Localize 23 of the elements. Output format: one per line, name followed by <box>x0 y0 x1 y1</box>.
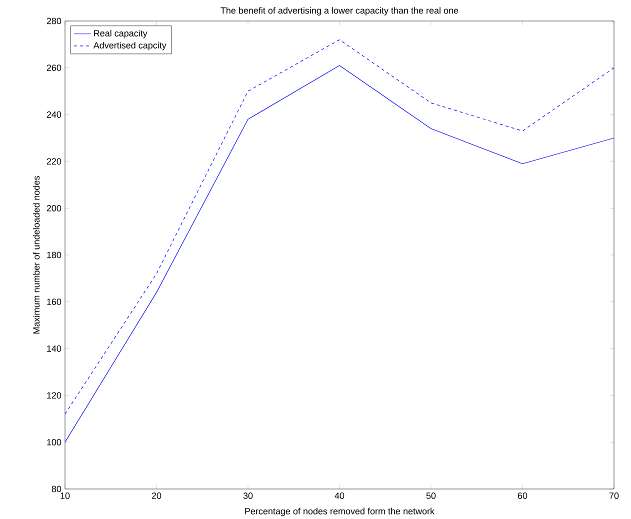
x-tick-label: 20 <box>152 492 162 499</box>
legend-label: Real capacity <box>94 30 148 38</box>
y-tick-label: 120 <box>47 392 62 398</box>
legend-label: Advertised capcity <box>93 42 166 50</box>
x-tick-label: 70 <box>609 492 619 499</box>
x-tick-label: 60 <box>518 492 528 499</box>
y-tick-label: 140 <box>47 345 62 352</box>
y-tick-label: 240 <box>46 111 62 118</box>
y-tick-label: 160 <box>47 298 62 305</box>
x-tick-label: 40 <box>334 492 344 499</box>
x-tick-label: 50 <box>426 492 436 499</box>
y-tick-label: 220 <box>46 158 62 164</box>
y-tick-label: 200 <box>46 204 62 212</box>
y-tick-label: 80 <box>52 486 62 492</box>
y-tick-label: 100 <box>47 438 62 446</box>
x-tick-label: 30 <box>243 492 253 499</box>
x-tick-label: 10 <box>60 492 70 499</box>
y-axis-title: Maximum number of undeloaded nodes <box>32 176 40 334</box>
x-axis-title: Percentage of nodes removed form the network <box>245 508 435 516</box>
y-tick-label: 180 <box>47 252 62 258</box>
y-tick-label: 260 <box>46 64 62 71</box>
y-tick-label: 280 <box>46 18 62 24</box>
chart-title: The benefit of advertising a lower capacity than the real one <box>220 6 458 16</box>
